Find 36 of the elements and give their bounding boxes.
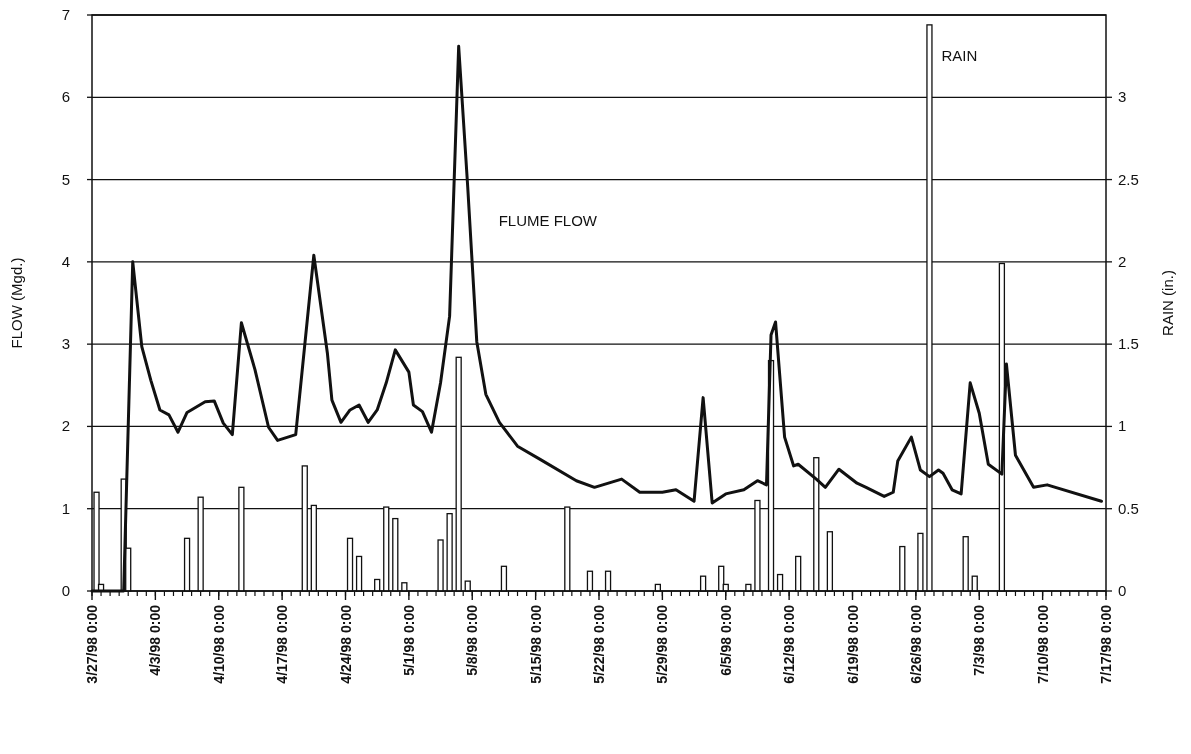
y2-tick-label: 0: [1118, 582, 1127, 599]
y-tick-label: 0: [61, 582, 70, 599]
x-tick-label: 6/19/98 0:00: [844, 604, 861, 684]
y-tick-label: 6: [61, 88, 70, 106]
y2-tick-label: 2.5: [1118, 170, 1139, 188]
x-tick-label: 5/1/98 0:00: [400, 604, 417, 676]
x-tick-label: 5/29/98 0:00: [654, 604, 671, 684]
series-label: FLUME FLOW: [498, 211, 598, 229]
x-tick-label: 3/27/98 0:00: [84, 604, 100, 684]
x-tick-label: 4/10/98 0:00: [210, 604, 227, 684]
y2-tick-label: 3: [1118, 88, 1127, 106]
y-tick-label: 2: [61, 417, 70, 435]
x-tick-label: 5/15/98 0:00: [527, 604, 544, 684]
y-tick-label: 1: [61, 499, 70, 517]
y2-tick-label: 2: [1118, 252, 1127, 270]
x-tick-label: 5/22/98 0:00: [591, 604, 607, 684]
y2-tick-label: 1: [1118, 417, 1127, 435]
y2-tick-label: 0.5: [1118, 499, 1139, 517]
y-tick-label: 4: [61, 252, 70, 270]
y2-tick-label: 1.5: [1118, 335, 1139, 353]
series-label: RAIN: [941, 47, 978, 65]
x-tick-label: 6/5/98 0:00: [717, 604, 734, 676]
x-tick-label: 7/10/98 0:00: [1034, 604, 1051, 684]
y-tick-label: 7: [61, 6, 70, 23]
x-tick-label: 7/17/98 0:00: [1098, 604, 1114, 684]
y-tick-label: 3: [61, 335, 70, 353]
x-tick-label: 6/12/98 0:00: [781, 604, 798, 684]
x-tick-label: 4/3/98 0:00: [147, 604, 164, 676]
x-tick-label: 4/24/98 0:00: [337, 604, 354, 684]
x-tick-label: 5/8/98 0:00: [464, 604, 481, 676]
y2-axis-title: RAIN (in.): [1159, 270, 1176, 336]
x-tick-label: 6/26/98 0:00: [907, 604, 924, 684]
y-axis-title: FLOW (Mgd.): [8, 257, 25, 349]
x-tick-label: 4/17/98 0:00: [274, 604, 291, 684]
x-tick-label: 7/3/98 0:00: [971, 604, 988, 676]
y-tick-label: 5: [61, 170, 70, 188]
